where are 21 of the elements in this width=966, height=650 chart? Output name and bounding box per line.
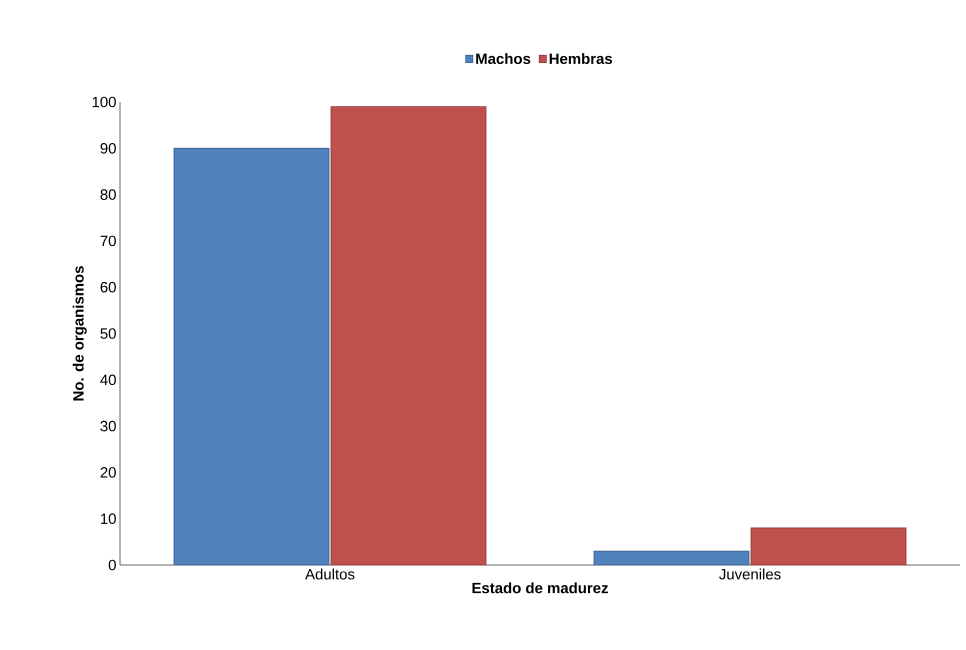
bar <box>174 148 330 566</box>
legend-label: Hembras <box>550 53 612 64</box>
y-tick-label: 20 <box>100 467 116 478</box>
bar <box>330 106 486 566</box>
y-tick-label: 0 <box>108 560 116 570</box>
y-tick-label: 100 <box>92 96 116 108</box>
bar <box>750 528 906 566</box>
legend-label: Machos <box>476 53 530 64</box>
x-tick-label: Juveniles <box>719 568 781 580</box>
y-tick-label: 40 <box>100 374 116 386</box>
y-tick-label: 60 <box>100 282 116 292</box>
x-axis-title: Estado de madurez <box>472 582 608 594</box>
x-tick-label: Adultos <box>305 568 354 580</box>
bar <box>594 550 750 566</box>
y-tick-label: 80 <box>100 189 116 200</box>
y-axis-title: No. de organismos <box>72 266 87 400</box>
y-tick-label: 30 <box>100 420 116 432</box>
y-tick-label: 90 <box>100 143 116 154</box>
y-tick-label: 70 <box>100 236 116 246</box>
y-tick-label: 10 <box>101 513 116 524</box>
y-tick-label: 50 <box>100 328 116 339</box>
